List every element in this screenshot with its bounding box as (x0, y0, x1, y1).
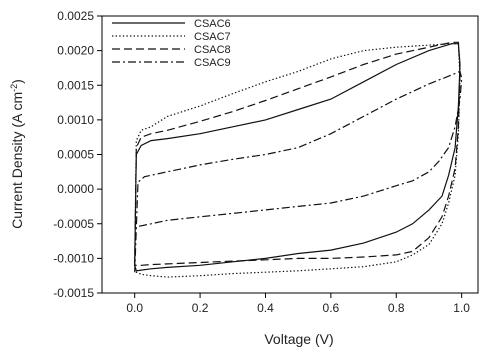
x-axis-title: Voltage (V) (264, 331, 333, 347)
series-line-csac7 (134, 43, 461, 278)
y-tick-label: -0.0005 (53, 217, 94, 231)
x-tick-label: 0.4 (257, 301, 274, 315)
x-tick-label: 0.6 (323, 301, 340, 315)
y-axis-ticks: -0.0015 -0.0010 -0.0005 0.0000 0.0005 0.0010 0… (53, 9, 102, 300)
x-axis-ticks: 0.0 0.2 0.4 0.6 0.8 1.0 (126, 293, 470, 315)
y-tick-label: -0.0015 (53, 286, 94, 300)
y-tick-label: 0.0010 (57, 113, 94, 127)
y-tick-label: 0.0025 (57, 9, 94, 23)
y-tick-label: -0.0010 (53, 251, 94, 265)
legend-label-csac8: CSAC8 (194, 44, 231, 56)
legend-label-csac9: CSAC9 (194, 57, 231, 69)
x-tick-label: 0.2 (192, 301, 209, 315)
x-tick-label: 0.8 (388, 301, 405, 315)
series-layer (134, 41, 463, 278)
legend-label-csac6: CSAC6 (194, 18, 231, 30)
legend-label-csac7: CSAC7 (194, 31, 231, 43)
y-tick-label: 0.0000 (57, 182, 94, 196)
y-tick-label: 0.0020 (57, 44, 94, 58)
x-tick-label: 0.0 (126, 301, 143, 315)
y-axis-title-main: Current Density (A cm (9, 92, 25, 229)
plot-frame (101, 15, 479, 294)
series-line-csac6 (134, 43, 461, 272)
y-axis-title-close: ) (9, 79, 25, 84)
series-line-csac9 (134, 70, 463, 273)
y-tick-label: 0.0015 (57, 78, 94, 92)
x-tick-label: 1.0 (453, 301, 470, 315)
y-axis-title-exponent: -2 (9, 84, 19, 92)
y-tick-label: 0.0005 (57, 148, 94, 162)
series-line-csac8 (134, 41, 461, 266)
y-axis-title: Current Density (A cm-2) (9, 79, 25, 229)
